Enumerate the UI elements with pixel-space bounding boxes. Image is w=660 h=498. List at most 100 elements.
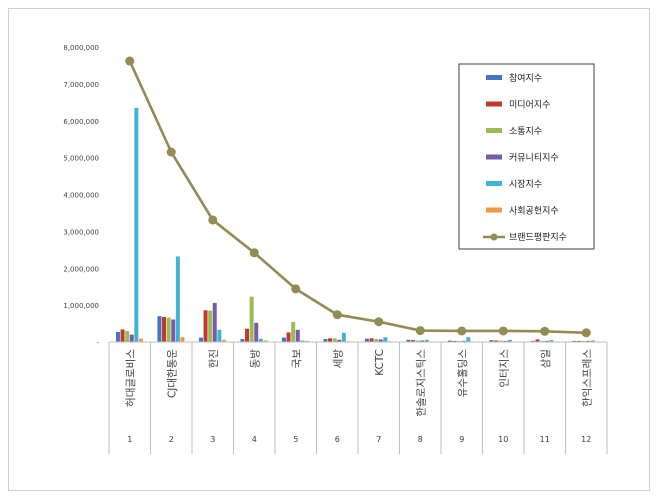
line-point-1 <box>125 56 135 66</box>
bar-1-7 <box>364 338 369 342</box>
legend-swatch-6 <box>486 207 502 213</box>
line-point-11 <box>540 326 550 336</box>
bar-1-9 <box>447 340 452 342</box>
bar-5-3 <box>217 329 222 342</box>
line-point-8 <box>415 326 425 336</box>
bar-6-3 <box>221 339 226 342</box>
bar-2-11 <box>535 339 540 342</box>
category-label: 한익스프레스 <box>581 349 593 407</box>
bar-4-5 <box>295 329 300 342</box>
legend-label-5: 시장지수 <box>509 179 542 190</box>
bar-3-7 <box>374 339 379 342</box>
bar-1-11 <box>530 340 535 342</box>
bar-5-4 <box>258 338 263 342</box>
category-label: 유수홀딩스 <box>456 349 469 398</box>
bar-1-10 <box>489 340 494 342</box>
rank-label: 12 <box>581 435 591 444</box>
bar-2-6 <box>328 338 333 342</box>
line-point-5 <box>291 284 301 294</box>
bar-4-3 <box>212 302 217 342</box>
brand-line <box>128 60 587 335</box>
bar-1-3 <box>198 337 203 342</box>
y-tick-label: 4,000,000 <box>63 192 99 200</box>
bar-3-5 <box>291 322 296 342</box>
y-tick-label: - <box>96 339 99 347</box>
rank-label: 3 <box>210 435 215 444</box>
y-tick-label: 6,000,000 <box>63 118 99 126</box>
bar-2-3 <box>203 310 208 342</box>
rank-label: 7 <box>376 435 381 444</box>
category-label: 한진 <box>208 349 220 368</box>
line-point-6 <box>332 310 342 320</box>
bar-1-1 <box>115 332 120 342</box>
category-label: 세방 <box>332 349 344 369</box>
bar-3-3 <box>208 310 213 342</box>
y-tick-label: 3,000,000 <box>63 228 99 236</box>
category-label: 동방 <box>249 349 261 369</box>
bar-1-12 <box>572 340 577 342</box>
legend-swatch-2 <box>486 101 502 107</box>
rank-label: 4 <box>252 435 257 444</box>
bar-4-12 <box>586 340 591 342</box>
bar-4-10 <box>503 340 508 342</box>
rank-label: 9 <box>459 435 464 444</box>
bar-4-2 <box>171 319 176 342</box>
bar-1-8 <box>406 339 411 342</box>
y-tick-label: 8,000,000 <box>63 44 99 52</box>
bar-4-7 <box>378 339 383 342</box>
bar-3-12 <box>581 340 586 342</box>
category-label: 인터지스 <box>498 349 510 388</box>
legend-label-3: 소통지수 <box>509 126 542 137</box>
bar-5-12 <box>590 340 595 342</box>
bar-6-4 <box>263 340 268 342</box>
bar-1-6 <box>323 339 328 342</box>
bar-5-11 <box>549 340 554 342</box>
legend-label-2: 미디어지수 <box>509 100 550 111</box>
bar-4-9 <box>461 340 466 342</box>
category-label: CJ대한통운 <box>166 349 178 398</box>
y-tick-label: 2,000,000 <box>63 265 99 273</box>
bar-4-1 <box>129 334 134 342</box>
line-point-2 <box>166 147 176 157</box>
bar-3-11 <box>540 340 545 342</box>
rank-label: 10 <box>498 435 508 444</box>
rank-label: 5 <box>293 435 298 444</box>
brand-reputation-chart: 8,000,000 7,000,000 6,000,000 5,000,000 4,00… <box>63 44 608 454</box>
bar-1-5 <box>281 337 286 342</box>
bar-3-2 <box>166 317 171 342</box>
chart-frame: 8,000,000 7,000,000 6,000,000 5,000,000 4,00… <box>8 8 650 491</box>
bar-5-9 <box>466 337 471 342</box>
bar-1-2 <box>157 316 162 342</box>
bar-3-6 <box>332 338 337 342</box>
category-label: KCTC <box>374 349 386 376</box>
bar-2-8 <box>411 340 416 342</box>
bar-6-2 <box>180 337 185 342</box>
bar-2-5 <box>286 332 291 342</box>
category-label: 국보 <box>291 349 303 369</box>
legend-label-6: 사회공헌지수 <box>509 206 559 217</box>
legend-label-1: 참여지수 <box>509 72 542 84</box>
line-point-12 <box>581 328 591 338</box>
bar-3-4 <box>249 296 254 342</box>
category-label: 한솔로지스틱스 <box>415 349 427 417</box>
rank-label: 1 <box>127 435 132 444</box>
bar-2-1 <box>120 329 125 342</box>
legend-label-line: 브랜드평판지수 <box>509 232 567 243</box>
line-point-7 <box>374 317 384 327</box>
bar-2-2 <box>162 316 167 342</box>
x-axis: 허대글로비스 1 CJ대한통운 2 한진 3 동방 4 국보 5 세방 6 KCTC 7 한솔로지스틱스 8 유… <box>108 341 608 454</box>
legend-label-4: 커뮤니티지수 <box>509 153 559 164</box>
bar-3-8 <box>415 340 420 342</box>
bar-2-10 <box>494 340 499 342</box>
rank-label: 11 <box>540 435 550 444</box>
bar-3-9 <box>457 340 462 342</box>
bar-4-8 <box>420 340 425 342</box>
rank-label: 6 <box>335 435 340 444</box>
legend-swatch-5 <box>486 181 502 186</box>
y-axis: 8,000,000 7,000,000 6,000,000 5,000,000 4,00… <box>63 44 99 347</box>
legend-swatch-3 <box>486 128 502 133</box>
bar-4-6 <box>337 339 342 342</box>
bar-3-1 <box>125 330 130 342</box>
bar-4-4 <box>254 322 259 342</box>
